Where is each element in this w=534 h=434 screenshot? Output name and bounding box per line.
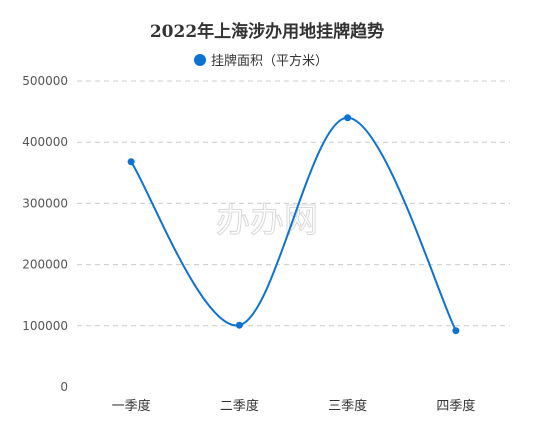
legend-marker: [194, 54, 206, 66]
y-axis: 0 100000 200000 300000 400000 500000: [22, 74, 68, 394]
chart-title: 2022年上海涉办用地挂牌趋势: [150, 21, 384, 42]
watermark: 办办网: [216, 201, 318, 241]
grid: [77, 80, 510, 327]
x-tick-label: 二季度: [220, 398, 259, 414]
data-point[interactable]: [235, 321, 243, 329]
data-point[interactable]: [344, 114, 352, 122]
x-tick-label: 一季度: [112, 398, 151, 414]
y-tick-label: 0: [60, 380, 68, 394]
series: [127, 114, 460, 335]
legend-label: 挂牌面积（平方米）: [211, 53, 328, 69]
data-point[interactable]: [127, 158, 135, 166]
series-line: [130, 116, 457, 332]
data-point[interactable]: [452, 327, 460, 335]
y-tick-label: 200000: [22, 258, 68, 272]
y-tick-label: 500000: [22, 74, 68, 88]
x-axis: 一季度 二季度 三季度 四季度: [112, 398, 476, 414]
y-tick-label: 400000: [22, 135, 68, 149]
legend[interactable]: 挂牌面积（平方米）: [194, 53, 328, 69]
y-tick-label: 300000: [22, 196, 68, 210]
x-tick-label: 三季度: [328, 398, 367, 414]
y-tick-label: 100000: [22, 319, 68, 333]
x-tick-label: 四季度: [436, 398, 475, 414]
